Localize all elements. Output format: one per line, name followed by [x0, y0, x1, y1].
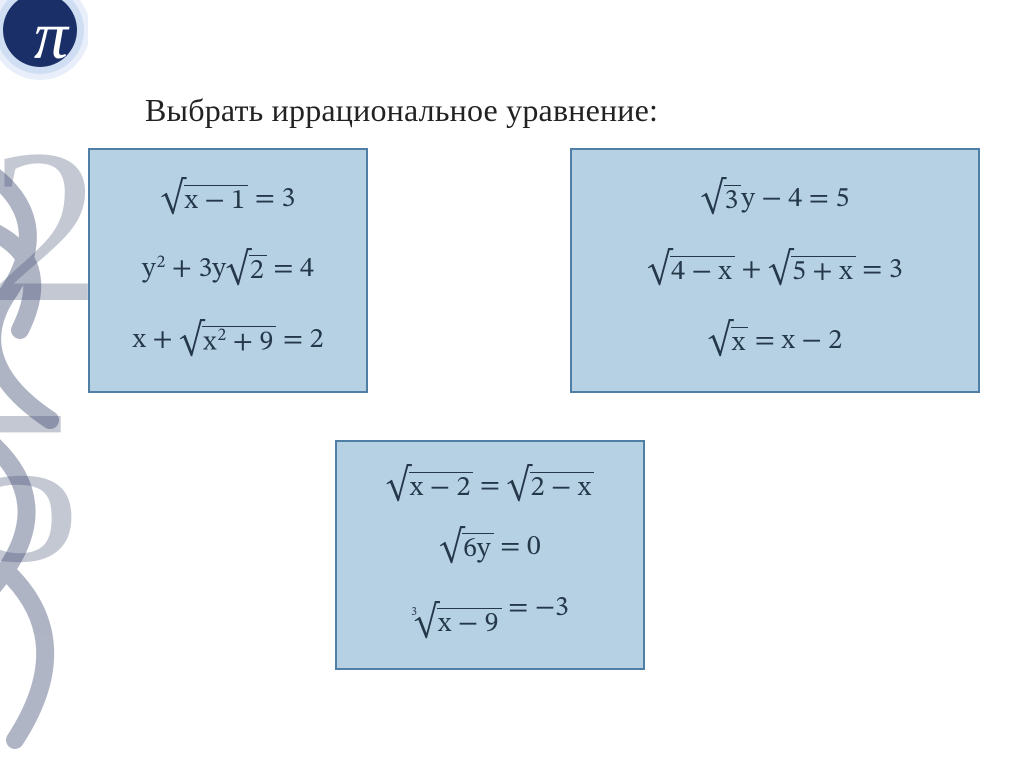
svg-text:5: 5 — [0, 364, 80, 608]
radicand: 3 — [724, 185, 742, 217]
rhs: 3 — [281, 185, 295, 213]
rhs: x − 2 — [782, 327, 843, 355]
equation: √x − 1 = 3 — [161, 183, 296, 217]
equation: √x − 2 = √2 − x — [386, 470, 594, 504]
equation-box-b: √3y − 4 = 5 √4 − x + √5 + x = 3 √x = x −… — [570, 148, 980, 393]
term: y — [142, 255, 156, 283]
radicand: 5 + x — [791, 256, 856, 288]
rhs: 3 — [889, 256, 903, 284]
term: y − 4 — [741, 185, 802, 213]
slide-title: Выбрать иррациональное уравнение: — [145, 92, 658, 129]
radicand: x − 9 — [437, 608, 502, 640]
equation: y2 + 3y√2 = 4 — [142, 253, 314, 287]
equation: √4 − x + √5 + x = 3 — [647, 254, 903, 288]
radicand: 4 − x — [670, 256, 735, 288]
radicand: 2 − x — [530, 472, 595, 504]
rhs: 4 — [300, 255, 314, 283]
term: x + — [132, 326, 179, 354]
radicand-part: x — [203, 329, 216, 357]
equation: √x = x − 2 — [708, 325, 842, 359]
exponent: 2 — [157, 255, 166, 272]
equation: x + √x2 + 9 = 2 — [132, 324, 323, 358]
radicand: x − 2 — [409, 472, 474, 504]
rhs: 5 — [835, 185, 849, 213]
svg-text:2: 2 — [0, 104, 88, 348]
rhs: −3 — [535, 594, 569, 622]
equation-box-a: √x − 1 = 3 y2 + 3y√2 = 4 x + √x2 + 9 = 2 — [88, 148, 368, 393]
radicand: x — [731, 327, 748, 359]
equation: √3y − 4 = 5 — [701, 183, 850, 217]
radicand: x − 1 — [184, 185, 249, 217]
equation: 3√x − 9 = −3 — [411, 593, 569, 640]
radicand: 6y — [462, 533, 493, 565]
rhs: 0 — [527, 533, 541, 561]
sidebar-graphic: 2 5 π — [0, 0, 88, 767]
equation: √6y = 0 — [439, 531, 541, 565]
slide-page: 2 5 π Выбрать иррациональное уравнение: … — [0, 0, 1024, 767]
radicand: 2 — [249, 255, 267, 287]
term: + 3y — [165, 255, 226, 283]
equation-box-c: √x − 2 = √2 − x √6y = 0 3√x − 9 = −3 — [335, 440, 645, 670]
rhs: 2 — [310, 326, 324, 354]
decorative-sidebar: 2 5 π — [0, 0, 88, 767]
radicand-part: + 9 — [226, 329, 273, 357]
svg-text:π: π — [34, 0, 70, 73]
exponent: 2 — [218, 328, 227, 345]
